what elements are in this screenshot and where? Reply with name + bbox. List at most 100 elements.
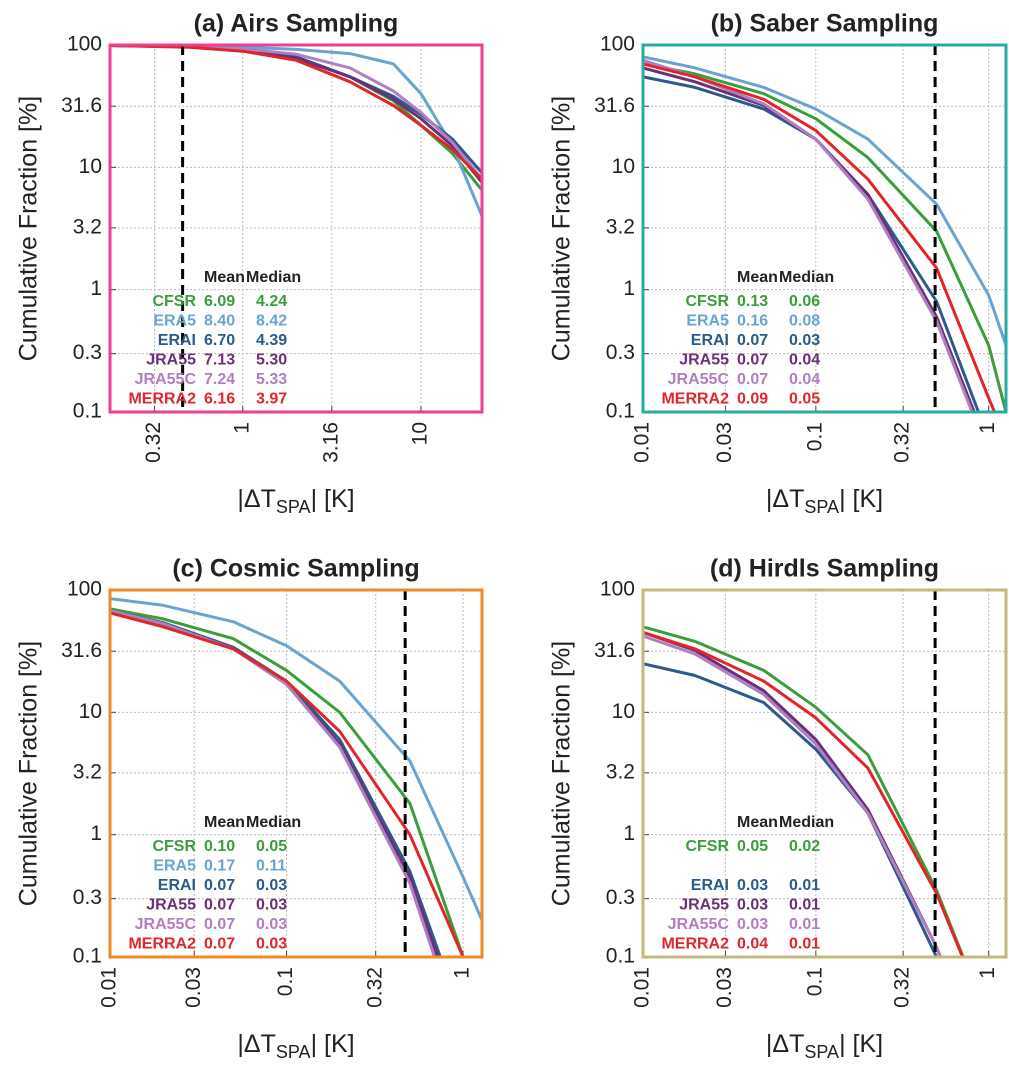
y-tick-label: 10	[612, 155, 635, 178]
y-axis-label: Cumulative Fraction [%]	[548, 641, 576, 906]
stat-median: 0.08	[789, 313, 820, 330]
stats-header: Median	[779, 269, 834, 286]
x-label-sub: SPA	[276, 497, 311, 517]
lines	[110, 590, 482, 957]
stat-mean: 6.16	[204, 391, 235, 408]
series-line	[110, 597, 482, 921]
x-axis-label: |ΔTSPA| [K]	[237, 1030, 354, 1062]
series-line	[110, 609, 437, 957]
y-tick-label: 0.1	[606, 400, 635, 423]
x-label-end: | [K]	[311, 1030, 355, 1058]
stats-header: Median	[779, 814, 834, 831]
stat-median: 5.33	[256, 371, 287, 388]
legend-name: JRA55C	[668, 916, 730, 933]
x-label-main: |ΔT	[766, 1030, 804, 1058]
stat-mean: 0.07	[204, 916, 235, 933]
x-tick-label: 0.01	[631, 422, 654, 463]
panel: 0.1 0.3 1 3.2 10 31.6 100 0.01 0.03 0.1 0.32 1 (b) S…	[548, 10, 1008, 517]
legend-name: MERRA2	[661, 391, 729, 408]
series-line	[110, 607, 465, 957]
legend-name: JRA55	[679, 352, 729, 369]
x-tick-label: 0.03	[713, 967, 736, 1008]
y-tick-label: 3.2	[73, 760, 102, 783]
stat-mean: 0.10	[204, 838, 235, 855]
y-tick-label: 3.2	[606, 215, 635, 238]
x-label-main: |ΔT	[766, 485, 804, 513]
stat-mean: 0.04	[737, 936, 768, 953]
legend-name: MERRA2	[128, 936, 196, 953]
legend-name: ERAI	[691, 332, 729, 349]
y-tick-label: 100	[67, 578, 102, 601]
stats-header: Mean	[204, 269, 245, 286]
legend-name: ERAI	[158, 332, 196, 349]
series-line	[643, 630, 943, 957]
stat-mean: 0.03	[737, 916, 768, 933]
stat-mean: 6.70	[204, 332, 235, 349]
stat-median: 4.24	[256, 293, 287, 310]
x-tick-label: 1	[976, 422, 999, 434]
stats-header: Mean	[737, 269, 778, 286]
legend-name: ERA5	[153, 858, 196, 875]
y-tick-label: 1	[623, 822, 635, 845]
panel: 0.1 0.3 1 3.2 10 31.6 100 0.32 1 3.16 10 (a) Airs S…	[15, 10, 484, 517]
y-tick-label: 31.6	[61, 639, 102, 662]
stat-mean: 7.24	[204, 371, 235, 388]
stat-mean: 0.03	[737, 897, 768, 914]
stat-mean: 0.17	[204, 858, 235, 875]
x-tick-label: 0.1	[274, 967, 297, 996]
stats-header: Mean	[204, 814, 245, 831]
legend-name: JRA55	[146, 897, 196, 914]
lines	[643, 590, 965, 957]
stat-mean: 0.07	[737, 371, 768, 388]
stat-mean: 0.13	[737, 293, 768, 310]
series-line	[643, 630, 965, 957]
y-tick-label: 100	[600, 578, 635, 601]
series-line	[643, 55, 1006, 346]
stat-median: 0.04	[789, 371, 820, 388]
x-tick-label: 1	[451, 967, 474, 979]
lines	[643, 45, 1006, 412]
x-tick-label: 1	[230, 422, 253, 434]
legend-name: JRA55C	[135, 916, 197, 933]
x-tick-label: 0.32	[891, 967, 914, 1008]
series-line	[643, 634, 943, 957]
panel-title: (c) Cosmic Sampling	[172, 555, 419, 583]
x-tick-label: 3.16	[319, 422, 342, 463]
legend-name: CFSR	[685, 838, 729, 855]
series-line	[643, 62, 997, 412]
stat-mean: 0.07	[204, 897, 235, 914]
legend-name: ERAI	[691, 877, 729, 894]
stat-median: 0.05	[789, 391, 820, 408]
legend-name: CFSR	[685, 293, 729, 310]
y-axis-label: Cumulative Fraction [%]	[15, 96, 43, 361]
y-tick-label: 3.2	[73, 215, 102, 238]
stat-median: 4.39	[256, 332, 287, 349]
x-label-end: | [K]	[839, 1030, 883, 1058]
stat-median: 5.30	[256, 352, 287, 369]
stat-median: 0.03	[256, 877, 287, 894]
plot-frame	[108, 588, 484, 959]
legend-name: CFSR	[152, 838, 196, 855]
plot-frame	[641, 43, 1008, 414]
stat-median: 0.05	[256, 838, 287, 855]
stat-mean: 0.03	[737, 877, 768, 894]
stats-header: Median	[246, 814, 301, 831]
y-tick-label: 31.6	[61, 94, 102, 117]
stat-median: 0.03	[256, 916, 287, 933]
stat-median: 0.06	[789, 293, 820, 310]
y-tick-label: 1	[90, 277, 102, 300]
x-tick-label: 10	[409, 422, 432, 445]
x-label-end: | [K]	[839, 485, 883, 513]
x-axis-label: |ΔTSPA| [K]	[766, 1030, 883, 1062]
y-axis-label: Cumulative Fraction [%]	[15, 641, 43, 906]
x-tick-label: 0.1	[803, 422, 826, 451]
x-tick-label: 0.01	[98, 967, 121, 1008]
x-tick-label: 0.01	[631, 967, 654, 1008]
y-axis-label: Cumulative Fraction [%]	[548, 96, 576, 361]
x-tick-label: 0.32	[891, 422, 914, 463]
x-tick-label: 0.03	[713, 422, 736, 463]
legend-name: CFSR	[152, 293, 196, 310]
plot-frame	[641, 588, 1008, 959]
y-tick-label: 1	[90, 822, 102, 845]
